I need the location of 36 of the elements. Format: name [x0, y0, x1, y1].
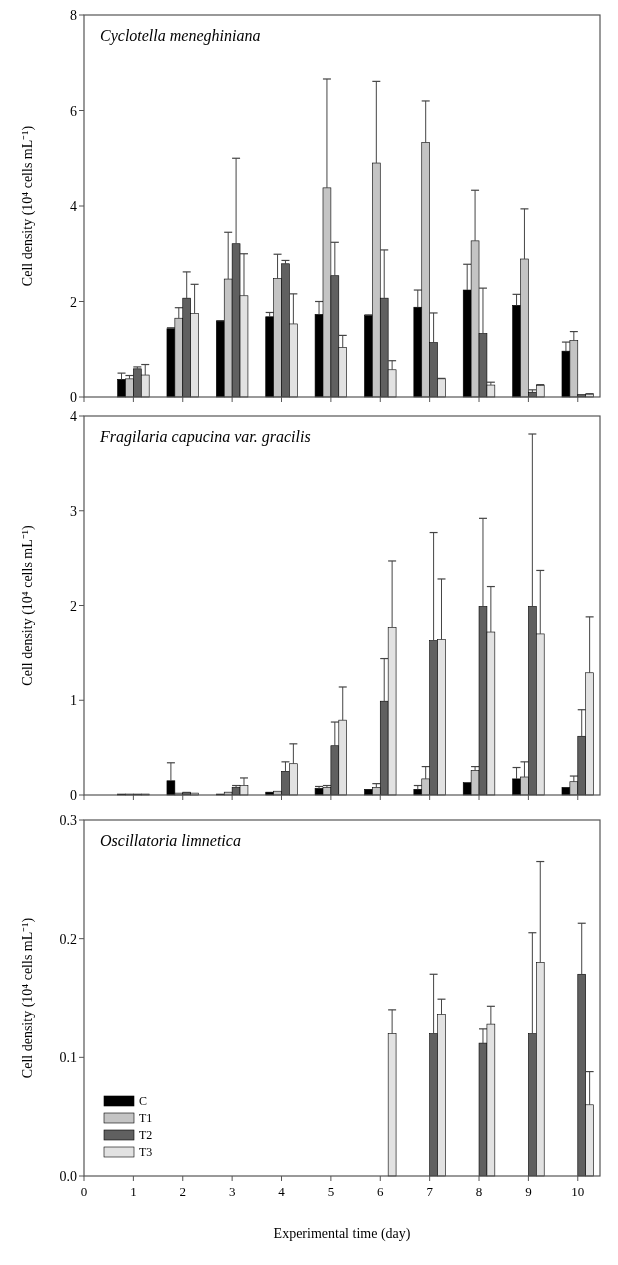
- x-axis-title: Experimental time (day): [273, 1226, 411, 1242]
- x-tick-label: 4: [278, 1184, 286, 1199]
- y-tick-label: 4: [70, 409, 77, 424]
- y-tick-label: 2: [70, 294, 77, 310]
- legend-label: T2: [139, 1128, 153, 1142]
- x-tick-label: 5: [327, 1184, 335, 1199]
- y-tick-label: 1: [70, 693, 77, 709]
- x-tick-label: 7: [426, 1184, 434, 1199]
- x-tick-label: 9: [525, 1184, 532, 1199]
- y-tick-label: 8: [70, 8, 77, 23]
- y-tick-label: 4: [70, 199, 77, 214]
- y-tick-label: 6: [70, 103, 77, 119]
- legend-label: T3: [139, 1145, 153, 1159]
- legend-label: T1: [139, 1111, 153, 1125]
- text: Oscillatoria limnetica: [100, 832, 241, 849]
- y-axis-title: Cell density (10⁴ cells mL⁻¹): [20, 525, 36, 686]
- y-tick-label: 0.1: [59, 1050, 77, 1066]
- y-tick-label: 0: [70, 788, 77, 803]
- y-axis-title: Cell density (10⁴ cells mL⁻¹): [20, 917, 36, 1079]
- x-tick-label: 1: [130, 1184, 137, 1199]
- x-tick-label: 3: [228, 1184, 236, 1199]
- text: Cyclotella meneghiniana: [100, 27, 261, 45]
- y-tick-label: 2: [70, 598, 77, 614]
- x-tick-label: 0: [80, 1184, 88, 1199]
- y-tick-label: 0.3: [59, 813, 77, 828]
- y-tick-label: 3: [70, 503, 77, 519]
- x-tick-label: 6: [377, 1184, 385, 1199]
- x-tick-label: 8: [475, 1184, 483, 1199]
- y-axis-title: Cell density (10⁴ cells mL⁻¹): [20, 125, 36, 287]
- x-tick-label: 2: [179, 1184, 187, 1199]
- y-tick-label: 0.0: [59, 1169, 77, 1184]
- y-tick-label: 0.2: [59, 931, 77, 947]
- text: Fragilaria capucina var. gracilis: [99, 428, 311, 446]
- x-tick-label: 10: [571, 1184, 585, 1199]
- y-tick-label: 0: [70, 390, 77, 405]
- legend-label: C: [139, 1094, 148, 1108]
